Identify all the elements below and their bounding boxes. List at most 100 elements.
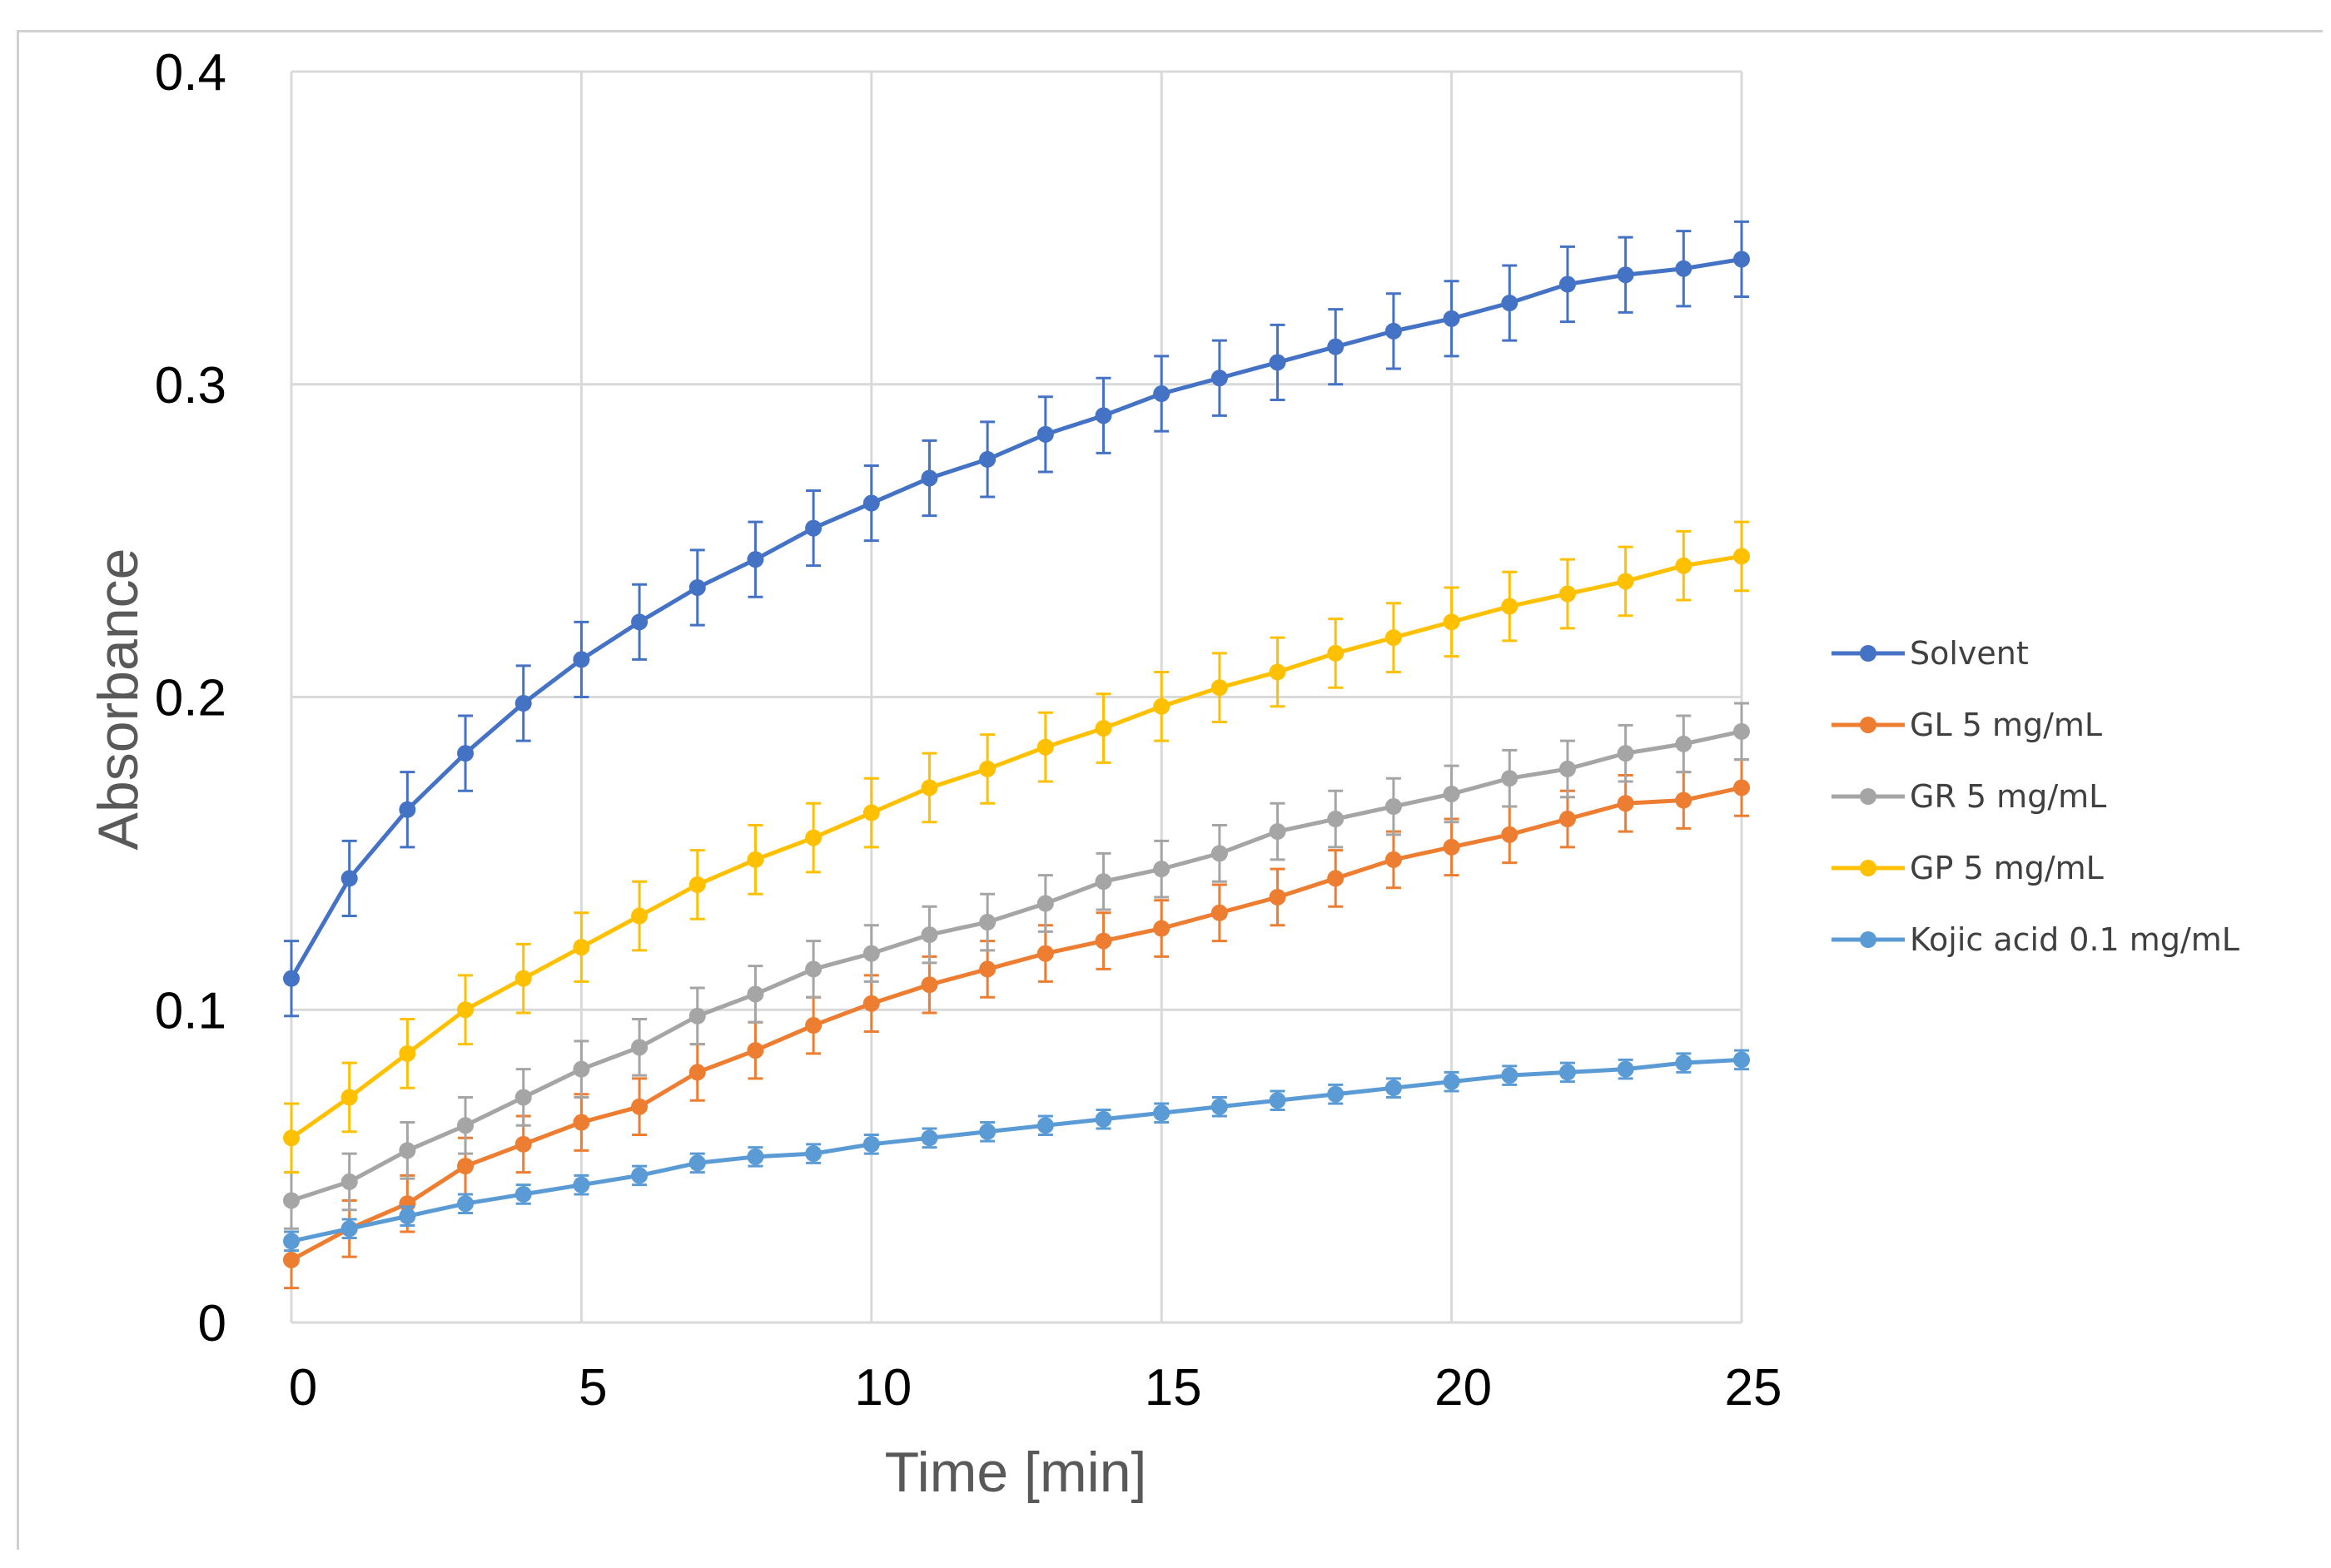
- data-point: [1153, 861, 1170, 878]
- series-line: [290, 553, 1742, 1140]
- data-point: [1153, 697, 1170, 715]
- data-point: [921, 1129, 938, 1147]
- data-point: [805, 1145, 823, 1163]
- data-point: [747, 551, 764, 568]
- data-point: [457, 1001, 475, 1019]
- data-point: [631, 1039, 649, 1056]
- legend-marker: [1860, 931, 1876, 948]
- data-point: [514, 1185, 532, 1203]
- data-point: [979, 960, 997, 978]
- data-point: [1558, 585, 1576, 603]
- legend-item: GP 5 mg/mL: [1832, 850, 2104, 886]
- data-point: [514, 695, 532, 712]
- data-point: [283, 1233, 300, 1250]
- data-point: [1617, 266, 1634, 284]
- y-tick-label: 0.4: [155, 44, 226, 102]
- data-point: [1384, 798, 1402, 816]
- legend-marker: [1860, 788, 1876, 805]
- data-point: [921, 779, 938, 796]
- data-point: [1036, 945, 1054, 962]
- legend-label: GL 5 mg/mL: [1910, 707, 2102, 743]
- data-point: [805, 1017, 823, 1035]
- data-point: [1733, 779, 1750, 796]
- series-layer: [283, 220, 1750, 1290]
- data-point: [1501, 826, 1518, 843]
- data-point: [1269, 1092, 1286, 1109]
- data-point: [340, 870, 358, 887]
- series-4: [283, 1049, 1750, 1253]
- data-point: [688, 876, 706, 893]
- data-point: [1443, 1073, 1460, 1090]
- y-tick-label: 0: [198, 1295, 226, 1352]
- data-point: [1501, 598, 1518, 615]
- data-point: [399, 1208, 416, 1225]
- data-point: [1327, 1085, 1344, 1103]
- data-point: [747, 985, 764, 1003]
- legend-item: Kojic acid 0.1 mg/mL: [1832, 921, 2239, 958]
- data-point: [1558, 811, 1576, 828]
- series-line: [289, 256, 1742, 980]
- data-point: [1095, 1110, 1112, 1128]
- data-point: [688, 1154, 706, 1172]
- legend-item: GR 5 mg/mL: [1832, 778, 2106, 815]
- data-point: [747, 1148, 764, 1165]
- data-point: [631, 613, 649, 631]
- data-point: [805, 519, 823, 537]
- data-point: [1210, 1098, 1228, 1115]
- data-point: [1269, 888, 1286, 906]
- data-point: [1733, 722, 1750, 740]
- data-point: [1675, 791, 1692, 809]
- data-point: [862, 995, 880, 1012]
- data-point: [1384, 322, 1402, 340]
- x-tick-label: 20: [1434, 1359, 1492, 1417]
- data-point: [399, 801, 416, 818]
- data-point: [340, 1089, 358, 1106]
- data-point: [457, 745, 475, 762]
- data-point: [805, 829, 823, 846]
- data-point: [1327, 338, 1344, 355]
- data-point: [283, 1129, 300, 1147]
- data-point: [1443, 613, 1460, 631]
- data-point: [1617, 795, 1634, 812]
- legend-label: Solvent: [1910, 635, 2029, 672]
- data-point: [457, 1117, 475, 1134]
- legend: Solvent GL 5 mg/mL GR 5 mg/mL GP 5 mg/mL Koj…: [1832, 635, 2239, 958]
- data-point: [688, 1064, 706, 1081]
- data-point: [1210, 370, 1228, 387]
- x-tick-label: 15: [1145, 1359, 1202, 1417]
- data-point: [1617, 573, 1634, 590]
- data-point: [514, 1089, 532, 1106]
- series-line: [290, 786, 1742, 1263]
- data-point: [1443, 838, 1460, 856]
- data-point: [514, 1135, 532, 1153]
- data-point: [921, 469, 938, 487]
- data-point: [340, 1173, 358, 1190]
- series-2: [283, 702, 1750, 1230]
- y-tick-label: 0.3: [155, 357, 226, 414]
- data-point: [688, 578, 706, 596]
- data-point: [1036, 895, 1054, 912]
- data-point: [340, 1220, 358, 1238]
- series-line: [291, 729, 1742, 1203]
- data-point: [399, 1142, 416, 1159]
- data-point: [1617, 745, 1634, 762]
- legend-label: Kojic acid 0.1 mg/mL: [1910, 921, 2239, 958]
- data-point: [1501, 1067, 1518, 1084]
- data-point: [283, 1192, 300, 1209]
- data-point: [979, 450, 997, 468]
- series-1: [283, 758, 1750, 1290]
- data-point: [1327, 811, 1344, 828]
- data-point: [631, 907, 649, 925]
- data-point: [862, 1135, 880, 1153]
- data-point: [1443, 310, 1460, 327]
- data-point: [1036, 425, 1054, 443]
- data-point: [1558, 1064, 1576, 1081]
- data-point: [979, 1123, 997, 1140]
- data-point: [399, 1045, 416, 1062]
- data-point: [1443, 785, 1460, 802]
- data-point: [1210, 679, 1228, 697]
- data-point: [1095, 407, 1112, 424]
- data-point: [457, 1195, 475, 1213]
- x-tick-label: 5: [579, 1359, 607, 1417]
